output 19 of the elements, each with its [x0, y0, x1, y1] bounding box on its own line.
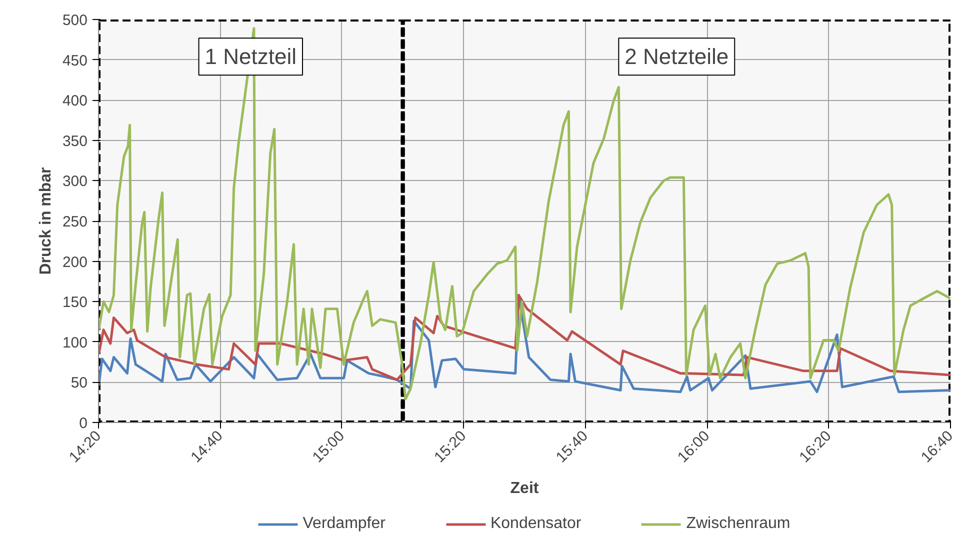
y-axis-title: Druck in mbar — [37, 167, 54, 275]
y-tick-label: 350 — [62, 132, 88, 150]
y-tick-label: 200 — [62, 254, 88, 271]
y-tick-label: 150 — [62, 294, 88, 312]
y-tick-label: 300 — [62, 173, 88, 190]
y-tick-label: 50 — [70, 374, 88, 392]
y-tick-label: 400 — [62, 92, 88, 110]
band-label: 2 Netzteile — [624, 44, 729, 70]
y-tick-label: 0 — [79, 415, 88, 432]
band-label: 1 Netzteil — [204, 44, 297, 70]
y-tick-label: 450 — [62, 52, 88, 70]
legend-label: Verdampfer — [302, 515, 386, 533]
y-tick-label: 500 — [62, 12, 88, 29]
legend-label: Kondensator — [490, 515, 582, 533]
x-axis-title: Zeit — [510, 480, 540, 498]
y-tick-label: 250 — [62, 214, 88, 230]
line-series — [98, 27, 950, 400]
y-tick-label: 100 — [62, 334, 88, 352]
legend-label: Zwischenraum — [686, 515, 790, 533]
